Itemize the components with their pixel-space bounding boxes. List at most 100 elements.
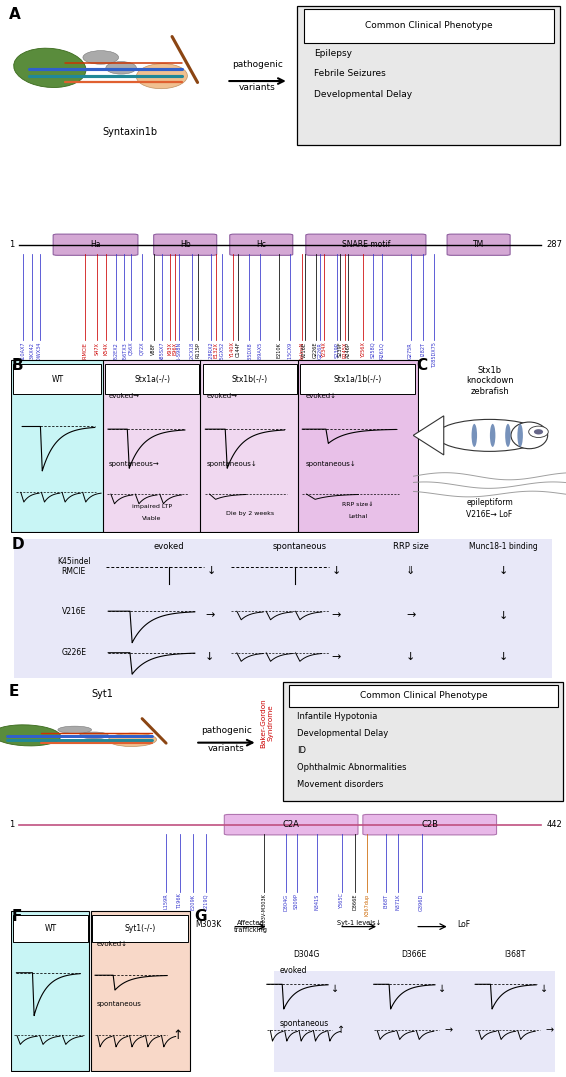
Ellipse shape (471, 424, 477, 447)
Ellipse shape (505, 424, 511, 447)
Text: WT: WT (44, 924, 57, 934)
Text: Q72X: Q72X (139, 341, 144, 355)
Text: Q52EX2: Q52EX2 (113, 341, 118, 362)
Text: S258Q: S258Q (370, 341, 375, 359)
FancyBboxPatch shape (12, 915, 88, 942)
Text: S309P: S309P (294, 894, 299, 909)
FancyBboxPatch shape (297, 5, 560, 144)
Text: Ha: Ha (91, 240, 101, 249)
Text: D: D (11, 537, 24, 553)
Text: G: G (194, 909, 207, 924)
Text: pathogenic: pathogenic (232, 60, 283, 69)
Text: A246P: A246P (346, 341, 351, 358)
Text: Lethal: Lethal (348, 514, 367, 519)
FancyBboxPatch shape (14, 364, 101, 393)
Text: R261Q: R261Q (379, 341, 384, 359)
Text: 442: 442 (547, 821, 562, 829)
Text: Syt-1 levels↓: Syt-1 levels↓ (337, 920, 381, 926)
Text: Syt1(-/-): Syt1(-/-) (125, 924, 156, 934)
FancyBboxPatch shape (304, 10, 554, 43)
Text: Syt1: Syt1 (91, 689, 113, 699)
Text: A: A (8, 6, 20, 22)
Text: Ophthalmic Abnormalities: Ophthalmic Abnormalities (297, 763, 406, 772)
Text: E: E (8, 684, 19, 699)
Text: E132X: E132X (213, 341, 218, 358)
Text: Hc: Hc (256, 240, 266, 249)
Text: →: → (332, 611, 341, 620)
Ellipse shape (0, 725, 61, 746)
Ellipse shape (490, 424, 495, 447)
FancyBboxPatch shape (447, 234, 510, 255)
Text: V216E: V216E (62, 606, 86, 616)
FancyBboxPatch shape (92, 915, 188, 942)
Text: F215CX9: F215CX9 (287, 341, 292, 364)
Text: Developmental Delay: Developmental Delay (314, 90, 412, 99)
Text: R245X: R245X (342, 341, 348, 358)
Text: SNARE motif: SNARE motif (342, 240, 390, 249)
Text: Common Clinical Phenotype: Common Clinical Phenotype (365, 22, 493, 30)
Text: D304G: D304G (283, 894, 288, 911)
Ellipse shape (79, 732, 109, 739)
Text: I368T: I368T (384, 894, 389, 908)
Text: ↓: ↓ (499, 611, 508, 620)
FancyBboxPatch shape (154, 234, 217, 255)
FancyBboxPatch shape (14, 538, 552, 677)
Text: spontaneous: spontaneous (272, 543, 327, 551)
Text: 1: 1 (9, 240, 14, 249)
FancyBboxPatch shape (363, 814, 496, 835)
Text: spontaneous↓: spontaneous↓ (207, 461, 258, 467)
Ellipse shape (83, 51, 119, 65)
Text: ⇓: ⇓ (406, 567, 415, 576)
Text: ID: ID (297, 746, 306, 755)
Text: S47X: S47X (95, 341, 100, 354)
Ellipse shape (517, 424, 523, 447)
Ellipse shape (108, 733, 157, 746)
Text: →: → (406, 611, 415, 620)
Text: evoked: evoked (280, 966, 307, 975)
Text: 287: 287 (547, 240, 563, 249)
Text: Q185DX8: Q185DX8 (247, 341, 252, 365)
Text: L112CX18: L112CX18 (189, 341, 194, 367)
Text: S239P: S239P (335, 341, 340, 358)
Text: C: C (416, 358, 427, 373)
Text: Epilepsy: Epilepsy (314, 48, 352, 58)
Text: Infantile Hypotonia: Infantile Hypotonia (297, 713, 378, 722)
Text: C144F: C144F (236, 341, 241, 358)
Polygon shape (413, 416, 444, 454)
FancyBboxPatch shape (91, 911, 190, 1071)
FancyBboxPatch shape (203, 364, 297, 393)
Text: Q56TX3: Q56TX3 (122, 341, 127, 362)
Text: RRP size: RRP size (393, 543, 428, 551)
Text: V216E: V216E (302, 341, 307, 358)
Text: ↓: ↓ (332, 567, 341, 576)
Text: V216E→ LoF: V216E→ LoF (466, 510, 513, 519)
Text: I229DdelinsN: I229DdelinsN (299, 341, 305, 375)
FancyBboxPatch shape (306, 234, 426, 255)
Text: WT: WT (52, 375, 63, 383)
FancyBboxPatch shape (11, 911, 89, 1071)
Text: Developmental Delay: Developmental Delay (297, 729, 388, 738)
Text: G226E: G226E (61, 648, 86, 657)
Ellipse shape (106, 61, 136, 74)
FancyBboxPatch shape (283, 682, 563, 801)
Text: E210K: E210K (276, 341, 281, 358)
Text: E128RX2: E128RX2 (209, 341, 214, 364)
Text: I282T: I282T (421, 341, 426, 355)
FancyBboxPatch shape (105, 364, 199, 393)
Text: variants: variants (239, 83, 276, 93)
FancyBboxPatch shape (200, 360, 299, 532)
Text: evoked→: evoked→ (109, 393, 140, 400)
Ellipse shape (14, 48, 86, 87)
Text: A135GX52: A135GX52 (220, 341, 225, 368)
Text: G226E: G226E (313, 341, 318, 359)
Text: ↓: ↓ (205, 652, 215, 662)
Text: Baker-Gordon
Syndrome: Baker-Gordon Syndrome (261, 698, 273, 747)
FancyBboxPatch shape (301, 364, 415, 393)
Text: ↓: ↓ (540, 984, 548, 994)
FancyBboxPatch shape (230, 234, 293, 255)
Text: ↓: ↓ (499, 652, 508, 662)
Text: K367dup: K367dup (365, 894, 370, 915)
Text: spontaneous↓: spontaneous↓ (305, 461, 356, 467)
Text: variants: variants (208, 744, 245, 753)
Text: RRP size⇓: RRP size⇓ (342, 502, 374, 506)
